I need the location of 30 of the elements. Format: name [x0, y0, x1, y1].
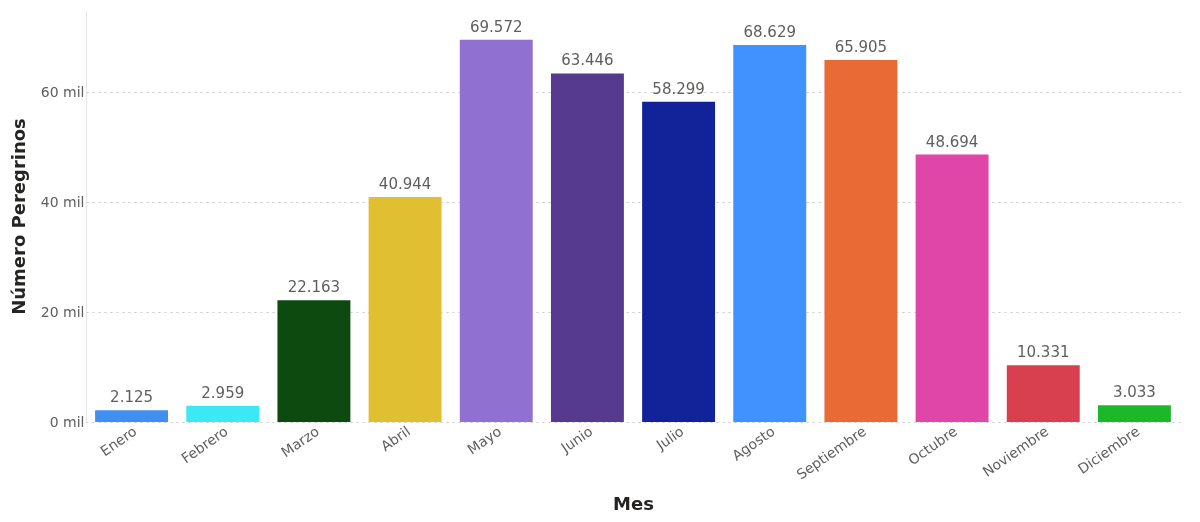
- x-axis-title: Mes: [613, 493, 654, 515]
- data-label: 40.944: [378, 175, 432, 194]
- data-label: 2.125: [110, 388, 154, 407]
- bar: [95, 410, 169, 422]
- bar: [186, 405, 260, 422]
- bar: [824, 59, 898, 422]
- bar: [550, 73, 624, 422]
- data-label: 65.905: [834, 37, 888, 56]
- data-label: 3.033: [1112, 383, 1156, 402]
- data-label: 10.331: [1017, 343, 1070, 362]
- bar: [368, 197, 442, 422]
- y-tick-label: 0 mil: [49, 413, 85, 430]
- data-label: 58.299: [652, 79, 705, 98]
- data-label: 2.959: [201, 383, 245, 402]
- bar: [459, 39, 533, 422]
- y-tick-label: 20 mil: [40, 303, 85, 320]
- bar: [1006, 365, 1080, 422]
- data-label: 22.163: [287, 278, 341, 297]
- bar: [277, 300, 351, 422]
- bar: [1097, 405, 1171, 422]
- bar: [733, 45, 807, 422]
- y-tick-label: 60 mil: [40, 83, 85, 100]
- y-axis-title: Número Peregrinos: [7, 118, 29, 315]
- data-label: 48.694: [925, 132, 979, 151]
- bar: [642, 101, 716, 422]
- bar: [915, 154, 989, 422]
- data-label: 69.572: [470, 17, 523, 36]
- data-label: 63.446: [561, 51, 614, 70]
- data-label: 68.629: [743, 23, 796, 41]
- y-tick-label: 40 mil: [40, 193, 85, 210]
